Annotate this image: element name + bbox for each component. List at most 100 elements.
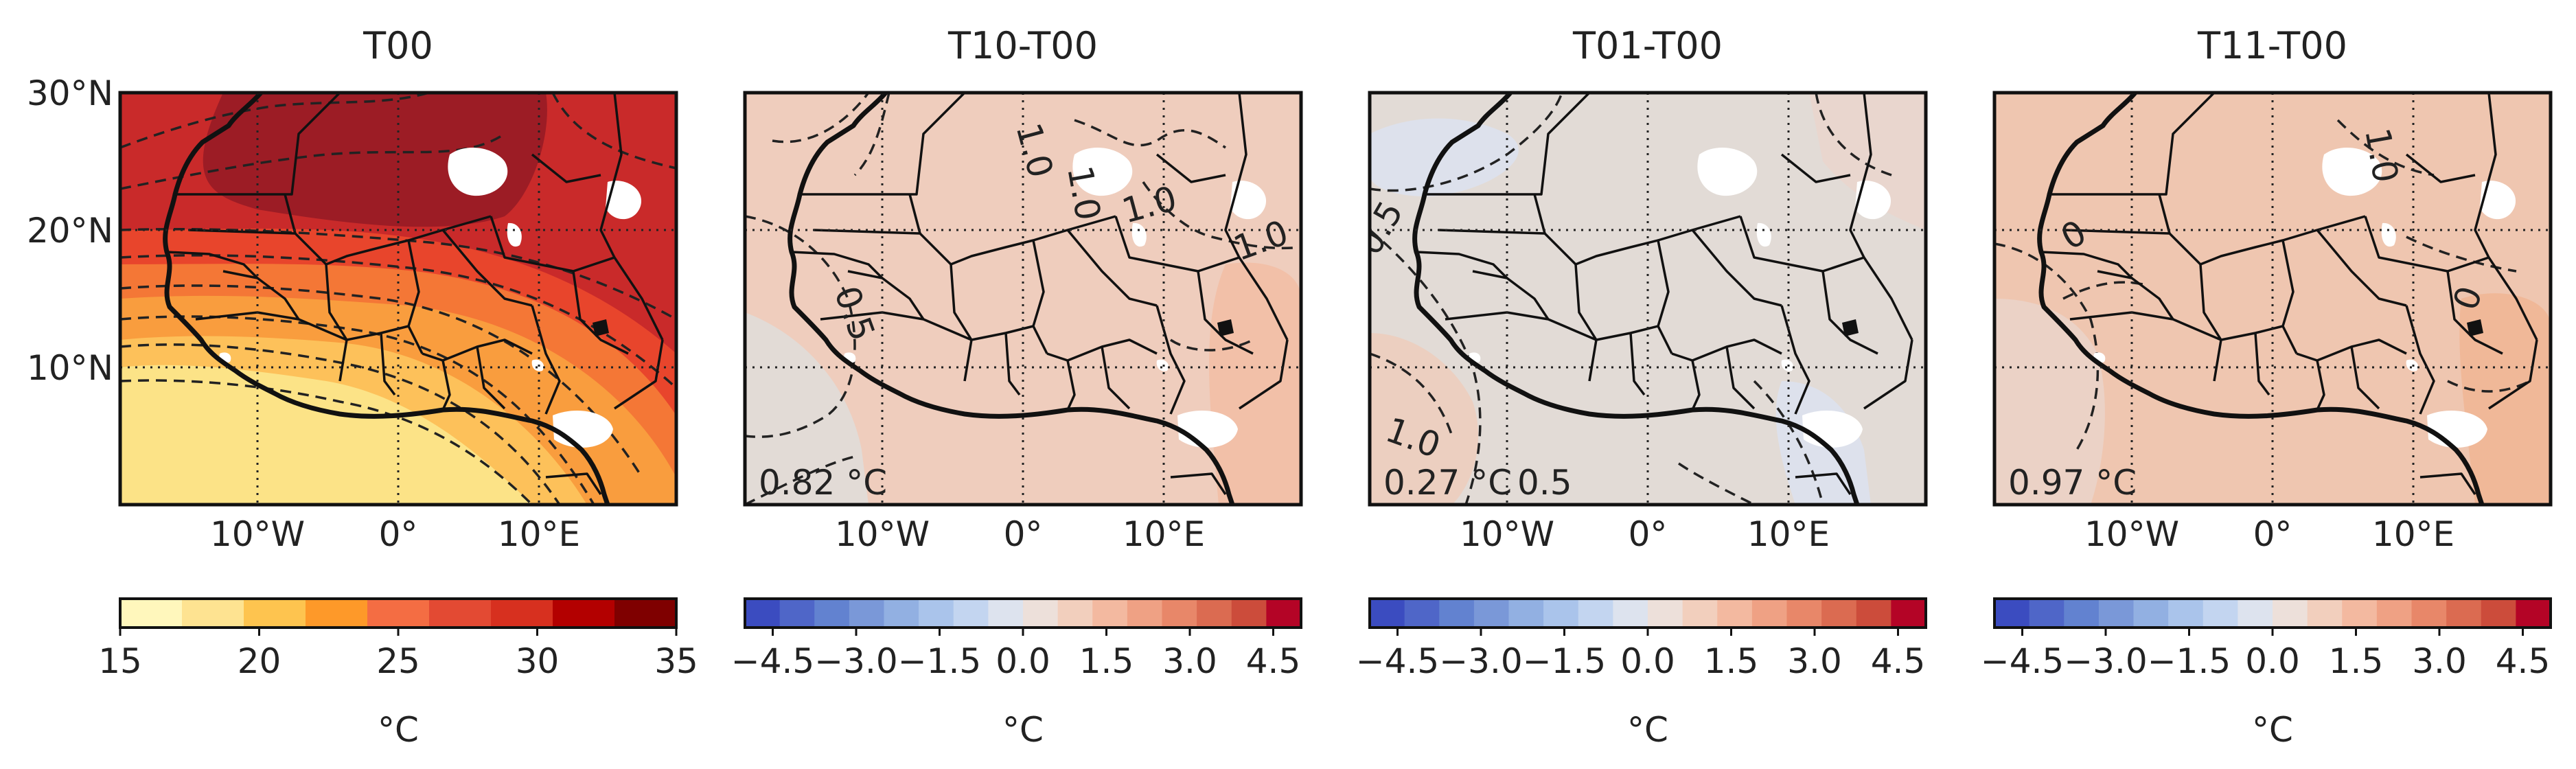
colorbar-tick-label: 20 (238, 641, 281, 681)
map-area: 0.5 1.0 0.5 (1370, 93, 1926, 505)
x-tick-label: 10°E (1123, 514, 1205, 554)
x-tick-label: 0° (1629, 514, 1668, 554)
colorbar-swatch (1682, 599, 1718, 628)
colorbar-swatch (429, 599, 492, 628)
colorbar: 15 20 25 30 35 °C (98, 597, 698, 750)
y-tick-label: 20°N (27, 211, 113, 251)
y-tick-labels: 30°N 20°N 10°N (27, 73, 113, 388)
colorbar-swatch (1127, 599, 1163, 628)
x-tick-label: 10°W (1460, 514, 1554, 554)
colorbar-swatch (814, 599, 850, 628)
colorbar-swatch (2098, 599, 2135, 628)
colorbar-swatch (1231, 599, 1267, 628)
colorbar-unit-label: °C (2252, 710, 2293, 750)
colorbar-tick-label: 3.0 (1162, 641, 1217, 681)
colorbar-swatch (1578, 599, 1613, 628)
colorbar-tick-label: 4.5 (1246, 641, 1301, 681)
colorbar-swatch (1717, 599, 1753, 628)
colorbar-swatch (1994, 599, 2030, 628)
colorbar-tick-label: −1.5 (1523, 641, 1606, 681)
x-tick-label: 0° (379, 514, 418, 554)
x-tick-label: 10°E (498, 514, 580, 554)
y-tick-label: 30°N (27, 73, 113, 113)
x-tick-label: 0° (2253, 514, 2292, 554)
colorbar-swatch (1092, 599, 1128, 628)
map-area: 0 1.0 0 (1994, 93, 2551, 505)
map-area: 1.0 1.0 1.0 1.0 0.5 (745, 93, 1301, 505)
colorbar-unit-label: °C (1627, 710, 1668, 750)
colorbar: −4.5 −3.0 −1.5 0.0 1.5 3.0 4.5 °C (1981, 597, 2552, 750)
colorbar-tick-label: 15 (98, 641, 142, 681)
panel-t10-t00: T10-T00 1.0 1.0 1.0 (731, 24, 1303, 750)
x-tick-label: 0° (1004, 514, 1043, 554)
colorbar-tick-label: 1.5 (1079, 641, 1134, 681)
colorbar-swatch (1370, 599, 1405, 628)
colorbar-tick-label: 30 (516, 641, 560, 681)
colorbar-swatch (1856, 599, 1891, 628)
colorbar-swatch (1891, 599, 1927, 628)
colorbar-swatch (2516, 599, 2551, 628)
colorbar-swatch (1266, 599, 1302, 628)
panel-title: T00 (363, 24, 433, 67)
colorbar-tick-label: 3.0 (1787, 641, 1842, 681)
colorbar-tick-label: −4.5 (1356, 641, 1439, 681)
mean-difference-annotation: 0.82 °C (759, 463, 887, 503)
x-tick-labels: 10°W 0° 10°E (210, 514, 580, 554)
colorbar-swatch (2446, 599, 2482, 628)
colorbar-tick-label: −3.0 (1439, 641, 1522, 681)
colorbar-swatch (244, 599, 306, 628)
panel-t11-t00: T11-T00 0 1.0 0 0.97 °C (1981, 24, 2553, 750)
mean-difference-annotation: 0.27 °C (1383, 463, 1512, 503)
colorbar-swatch (2307, 599, 2343, 628)
colorbar-swatch (1057, 599, 1093, 628)
colorbar-swatch (953, 599, 989, 628)
colorbar-tick-label: 0.0 (1620, 641, 1675, 681)
colorbar-tick-label: 0.0 (996, 641, 1050, 681)
colorbar-swatch (2411, 599, 2447, 628)
colorbar-tick-label: 0.0 (2245, 641, 2300, 681)
colorbar: −4.5 −3.0 −1.5 0.0 1.5 3.0 4.5 °C (1356, 597, 1927, 750)
colorbar-swatch (553, 599, 615, 628)
x-tick-labels: 10°W 0° 10°E (2084, 514, 2454, 554)
x-tick-label: 10°W (2084, 514, 2179, 554)
colorbar-tick-label: 4.5 (1871, 641, 1926, 681)
colorbar-swatch (919, 599, 954, 628)
x-tick-label: 10°W (210, 514, 305, 554)
colorbar-swatch (182, 599, 244, 628)
colorbar-swatch (2342, 599, 2378, 628)
colorbar-swatch (1751, 599, 1788, 628)
contour-label: 1.0 (2357, 125, 2406, 185)
colorbar-swatch (491, 599, 553, 628)
colorbar-swatch (120, 599, 183, 628)
colorbar-swatch (1613, 599, 1648, 628)
colorbar-swatch (1821, 599, 1857, 628)
x-tick-label: 10°E (1747, 514, 1830, 554)
colorbar-swatch (2376, 599, 2413, 628)
colorbar-tick-label: −4.5 (1981, 641, 2064, 681)
panel-t00: T00 (27, 24, 698, 750)
colorbar-swatch (1162, 599, 1197, 628)
colorbar-swatch (1508, 599, 1544, 628)
panel-title: T11-T00 (2197, 24, 2347, 67)
x-tick-labels: 10°W 0° 10°E (1460, 514, 1830, 554)
colorbar-swatch (2064, 599, 2100, 628)
colorbar-unit-label: °C (378, 710, 419, 750)
colorbar-unit-label: °C (1002, 710, 1044, 750)
colorbar-tick-label: −3.0 (2064, 641, 2147, 681)
colorbar-tick-label: −3.0 (814, 641, 897, 681)
colorbar: −4.5 −3.0 −1.5 0.0 1.5 3.0 4.5 °C (731, 597, 1302, 750)
colorbar-tick-label: 4.5 (2496, 641, 2551, 681)
contour-label: 0.5 (1517, 463, 1572, 503)
colorbar-tick-label: −4.5 (731, 641, 814, 681)
colorbar-swatch (2168, 599, 2204, 628)
colorbar-tick-label: 1.5 (1704, 641, 1759, 681)
colorbar-swatch (1543, 599, 1579, 628)
colorbar-swatch (779, 599, 815, 628)
colorbar-swatch (2133, 599, 2169, 628)
colorbar-swatch (884, 599, 919, 628)
colorbar-tick-label: −1.5 (898, 641, 981, 681)
colorbar-tick-label: −1.5 (2148, 641, 2231, 681)
colorbar-tick-label: 35 (654, 641, 698, 681)
colorbar-swatch (1648, 599, 1683, 628)
colorbar-swatch (2029, 599, 2065, 628)
